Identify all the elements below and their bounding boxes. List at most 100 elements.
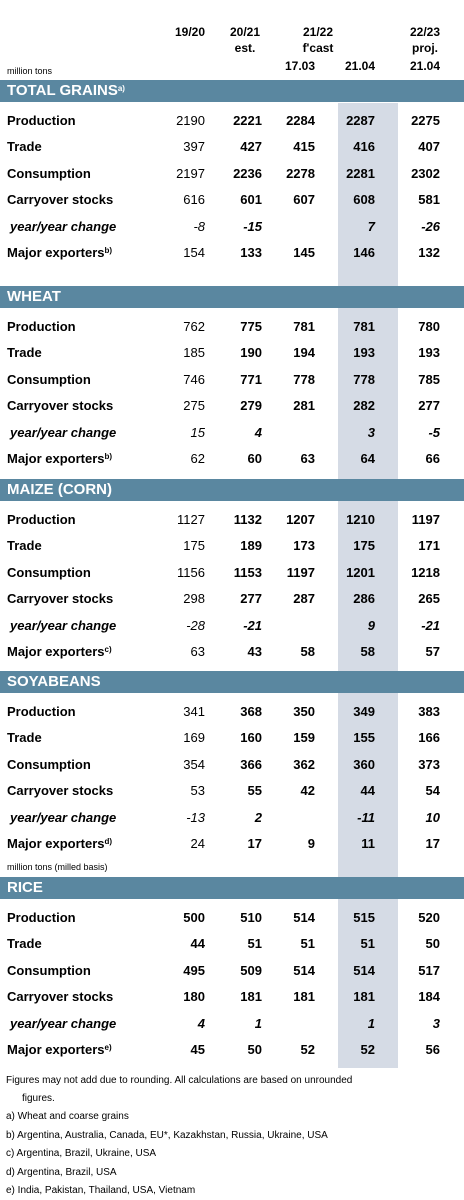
row-label: Carryover stocks <box>7 398 114 414</box>
cell: 169 <box>183 730 205 746</box>
cell: 51 <box>300 936 315 952</box>
cell: 780 <box>418 319 440 334</box>
row-label: Consumption <box>7 371 91 387</box>
cell: 514 <box>293 910 315 925</box>
cell: 173 <box>293 538 315 554</box>
cell: 194 <box>293 345 315 361</box>
section-title: WHEAT <box>7 288 61 305</box>
cell: 66 <box>425 451 440 466</box>
footnote-ref: a) <box>117 84 125 93</box>
column-header: f'cast <box>302 41 334 55</box>
cell: 50 <box>247 1042 262 1057</box>
cell: 50 <box>425 936 440 952</box>
cell: -11 <box>357 809 375 825</box>
cell: 298 <box>183 591 205 607</box>
row-label: Trade <box>7 538 42 554</box>
cell: 9 <box>367 617 375 633</box>
cell: 275 <box>183 398 205 414</box>
cell: 1218 <box>411 564 440 580</box>
cell: 517 <box>418 962 440 978</box>
unit-label: million tons <box>7 66 53 76</box>
cell: 60 <box>247 451 262 466</box>
cell: 354 <box>183 756 205 772</box>
cell: 1197 <box>411 512 440 527</box>
row-label: Major exporterse) <box>7 1042 112 1057</box>
cell: 581 <box>418 192 440 208</box>
cell: 159 <box>293 730 315 746</box>
cell: 427 <box>240 139 262 155</box>
row-label: Production <box>7 910 76 925</box>
row-label: Carryover stocks <box>7 989 114 1005</box>
footnote-ref: c) <box>104 645 112 654</box>
column-header: 21.04 <box>344 59 375 73</box>
cell: 63 <box>300 451 315 466</box>
cell: 4 <box>254 424 262 440</box>
cell: 349 <box>353 704 375 719</box>
cell: 265 <box>418 591 440 607</box>
cell: 514 <box>353 962 375 978</box>
cell: 58 <box>300 644 315 659</box>
cell: 1197 <box>286 564 315 580</box>
cell: 166 <box>418 730 440 746</box>
cell: 515 <box>353 910 375 925</box>
row-label: Production <box>7 113 76 128</box>
cell: 45 <box>190 1042 205 1057</box>
cell: -26 <box>421 218 440 234</box>
cell: 181 <box>293 989 315 1005</box>
cell: 146 <box>353 245 375 260</box>
row-label: Trade <box>7 345 42 361</box>
row-label: Consumption <box>7 756 91 772</box>
cell: 771 <box>240 371 262 387</box>
cell: -5 <box>428 424 440 440</box>
cell: 2236 <box>233 165 262 181</box>
row-label: year/year change <box>10 1015 117 1031</box>
column-header: 19/20 <box>174 25 206 39</box>
cell: 2278 <box>286 165 315 181</box>
row-label: Consumption <box>7 564 91 580</box>
section-bar <box>0 877 464 899</box>
cell: 62 <box>190 451 205 466</box>
cell: 2287 <box>346 113 375 128</box>
highlight-column <box>338 103 398 1068</box>
cell: 10 <box>425 809 440 825</box>
column-header: 20/21 <box>229 25 261 39</box>
cell: 416 <box>353 139 375 155</box>
row-label: year/year change <box>10 424 117 440</box>
cell: 350 <box>293 704 315 719</box>
column-header: 22/23 <box>409 25 441 39</box>
cell: 190 <box>240 345 262 361</box>
cell: 1210 <box>346 512 375 527</box>
cell: 3 <box>367 424 375 440</box>
cell: 15 <box>190 424 205 440</box>
row-label: year/year change <box>10 218 117 234</box>
cell: 7 <box>367 218 375 234</box>
cell: 281 <box>293 398 315 414</box>
footnote-ref: b) <box>104 246 113 255</box>
cell: 1207 <box>286 512 315 527</box>
cell: 1201 <box>346 564 375 580</box>
row-label: Trade <box>7 139 42 155</box>
cell: 2197 <box>176 165 205 181</box>
column-header: 21/22 <box>302 25 334 39</box>
cell: 155 <box>353 730 375 746</box>
footnote-ref: e) <box>104 1043 112 1052</box>
column-header: 21.04 <box>409 59 440 73</box>
cell: 180 <box>183 989 205 1005</box>
column-header: proj. <box>412 41 438 55</box>
cell: 132 <box>418 245 440 260</box>
cell: 145 <box>293 245 315 260</box>
unit-note: million tons (milled basis) <box>7 862 108 872</box>
cell: -8 <box>193 218 205 234</box>
cell: 175 <box>183 538 205 554</box>
cell: 509 <box>240 962 262 978</box>
cell: 1127 <box>177 512 205 527</box>
cell: 287 <box>293 591 315 607</box>
cell: 181 <box>240 989 262 1005</box>
cell: 282 <box>353 398 375 414</box>
section-bar <box>0 286 464 308</box>
cell: 1153 <box>233 564 262 580</box>
row-label: Major exportersd) <box>7 836 113 851</box>
row-label: Carryover stocks <box>7 192 114 208</box>
cell: 279 <box>240 398 262 414</box>
